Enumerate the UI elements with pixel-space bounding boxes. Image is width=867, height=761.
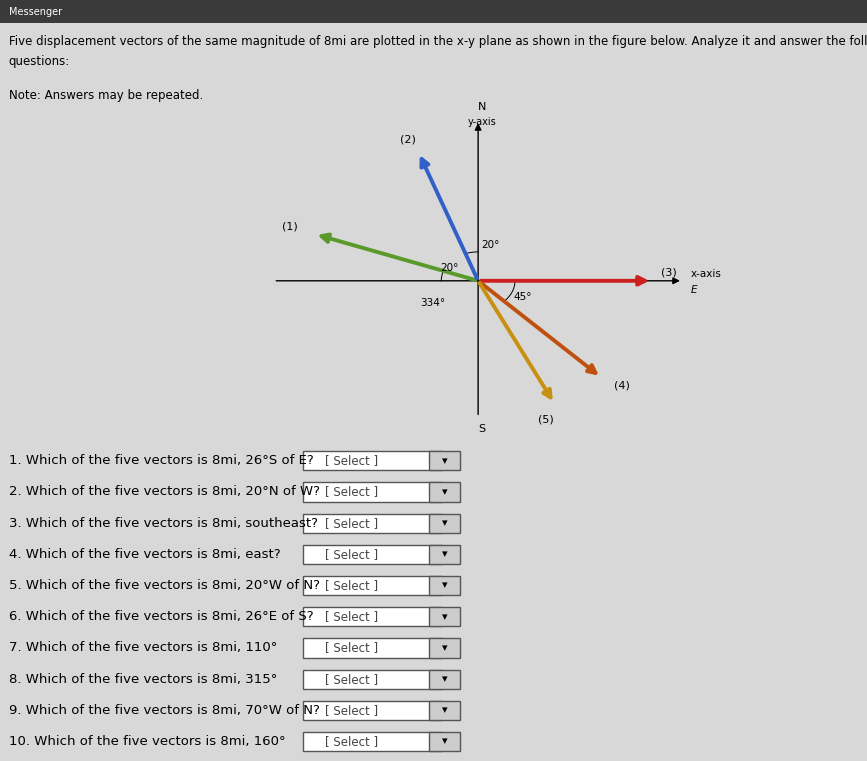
- FancyBboxPatch shape: [429, 514, 460, 533]
- FancyBboxPatch shape: [303, 482, 442, 501]
- FancyBboxPatch shape: [429, 670, 460, 689]
- Text: (2): (2): [401, 135, 416, 145]
- Text: 334°: 334°: [420, 298, 446, 308]
- Text: ▾: ▾: [441, 612, 447, 622]
- Text: questions:: questions:: [9, 55, 70, 68]
- Text: (1): (1): [283, 221, 298, 231]
- FancyBboxPatch shape: [429, 607, 460, 626]
- Text: N: N: [478, 102, 486, 112]
- FancyBboxPatch shape: [429, 545, 460, 564]
- FancyBboxPatch shape: [303, 638, 442, 658]
- Text: ▾: ▾: [441, 705, 447, 715]
- Text: y-axis: y-axis: [468, 116, 497, 126]
- Text: [ Select ]: [ Select ]: [325, 548, 378, 561]
- FancyBboxPatch shape: [303, 576, 442, 595]
- Text: 4. Which of the five vectors is 8mi, east?: 4. Which of the five vectors is 8mi, eas…: [9, 548, 280, 561]
- FancyBboxPatch shape: [303, 545, 442, 564]
- FancyBboxPatch shape: [429, 701, 460, 720]
- FancyBboxPatch shape: [429, 638, 460, 658]
- Text: 20°: 20°: [440, 263, 459, 273]
- Text: (3): (3): [661, 268, 676, 278]
- Text: 5. Which of the five vectors is 8mi, 20°W of N?: 5. Which of the five vectors is 8mi, 20°…: [9, 579, 320, 592]
- Text: 1. Which of the five vectors is 8mi, 26°S of E?: 1. Which of the five vectors is 8mi, 26°…: [9, 454, 313, 467]
- Text: x-axis: x-axis: [691, 269, 722, 279]
- FancyBboxPatch shape: [429, 451, 460, 470]
- Text: 9. Which of the five vectors is 8mi, 70°W of N?: 9. Which of the five vectors is 8mi, 70°…: [9, 704, 320, 717]
- Text: ▾: ▾: [441, 643, 447, 653]
- FancyBboxPatch shape: [429, 482, 460, 501]
- Text: Messenger: Messenger: [9, 7, 62, 17]
- FancyBboxPatch shape: [303, 607, 442, 626]
- Text: [ Select ]: [ Select ]: [325, 517, 378, 530]
- Text: [ Select ]: [ Select ]: [325, 579, 378, 592]
- Text: S: S: [479, 424, 486, 434]
- FancyBboxPatch shape: [303, 514, 442, 533]
- Text: 3. Which of the five vectors is 8mi, southeast?: 3. Which of the five vectors is 8mi, sou…: [9, 517, 317, 530]
- Text: 8. Which of the five vectors is 8mi, 315°: 8. Which of the five vectors is 8mi, 315…: [9, 673, 277, 686]
- Text: [ Select ]: [ Select ]: [325, 704, 378, 717]
- Text: [ Select ]: [ Select ]: [325, 486, 378, 498]
- FancyBboxPatch shape: [303, 670, 442, 689]
- Text: E: E: [691, 285, 697, 295]
- Text: [ Select ]: [ Select ]: [325, 642, 378, 654]
- FancyBboxPatch shape: [429, 576, 460, 595]
- Text: ▾: ▾: [441, 518, 447, 528]
- Text: ▾: ▾: [441, 487, 447, 497]
- Text: Note: Answers may be repeated.: Note: Answers may be repeated.: [9, 90, 203, 103]
- Text: 7. Which of the five vectors is 8mi, 110°: 7. Which of the five vectors is 8mi, 110…: [9, 642, 277, 654]
- FancyBboxPatch shape: [303, 451, 442, 470]
- FancyBboxPatch shape: [303, 732, 442, 751]
- Text: ▾: ▾: [441, 456, 447, 466]
- Text: ▾: ▾: [441, 737, 447, 747]
- Text: ▾: ▾: [441, 549, 447, 559]
- Text: 6. Which of the five vectors is 8mi, 26°E of S?: 6. Which of the five vectors is 8mi, 26°…: [9, 610, 313, 623]
- Text: ▾: ▾: [441, 581, 447, 591]
- Text: (4): (4): [614, 380, 629, 390]
- Text: 2. Which of the five vectors is 8mi, 20°N of W?: 2. Which of the five vectors is 8mi, 20°…: [9, 486, 320, 498]
- Text: (5): (5): [538, 415, 554, 425]
- Text: [ Select ]: [ Select ]: [325, 610, 378, 623]
- Text: [ Select ]: [ Select ]: [325, 673, 378, 686]
- Text: ▾: ▾: [441, 674, 447, 684]
- FancyBboxPatch shape: [0, 0, 867, 23]
- FancyBboxPatch shape: [429, 732, 460, 751]
- Text: 20°: 20°: [481, 240, 499, 250]
- Text: Five displacement vectors of the same magnitude of 8mi are plotted in the x-y pl: Five displacement vectors of the same ma…: [9, 35, 867, 48]
- Text: [ Select ]: [ Select ]: [325, 735, 378, 748]
- Text: 10. Which of the five vectors is 8mi, 160°: 10. Which of the five vectors is 8mi, 16…: [9, 735, 285, 748]
- Text: 45°: 45°: [514, 292, 532, 302]
- Text: [ Select ]: [ Select ]: [325, 454, 378, 467]
- FancyBboxPatch shape: [303, 701, 442, 720]
